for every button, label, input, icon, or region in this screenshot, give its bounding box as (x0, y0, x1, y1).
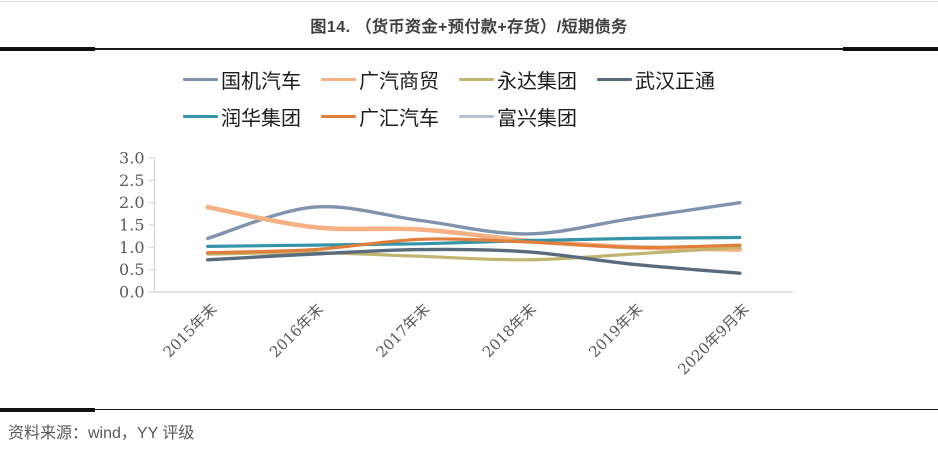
series-line-3 (206, 245, 742, 262)
footer-rule-thick-left (0, 407, 95, 412)
y-tick-label: 2.0 (119, 193, 144, 212)
legend-swatch (459, 77, 494, 82)
chart-legend: 国机汽车 广汽商贸 永达集团 武汉正通润华集团 广汇汽车 富兴集团 (183, 66, 767, 130)
x-axis-label: 2015年末 (160, 300, 221, 361)
top-border-line (0, 1, 938, 2)
footer-rule (0, 409, 938, 411)
legend-item: 广汽商贸 (321, 66, 439, 93)
figure-title: 图14. （货币资金+预付款+存货）/短期债务 (310, 19, 628, 36)
legend-label: 润华集团 (221, 106, 301, 130)
source-note: 资料来源：wind，YY 评级 (8, 425, 195, 442)
series-line-5 (206, 235, 742, 248)
legend-item: 国机汽车 (183, 66, 301, 93)
x-axis-label: 2016年末 (266, 300, 327, 361)
legend-item: 富兴集团 (459, 103, 577, 130)
legend-label: 富兴集团 (497, 106, 577, 130)
legend-swatch (597, 77, 632, 82)
x-axis-label: 2017年末 (372, 300, 433, 361)
legend-item: 广汇汽车 (321, 103, 439, 130)
x-axis-label: 2019年末 (585, 300, 646, 361)
line-chart: 0.0 0.5 1.0 1.5 2.0 2.5 3.0 2015年末 2016年末 2017年末 2… (119, 149, 793, 378)
y-tick-label: 3.0 (119, 149, 144, 168)
title-rule (0, 48, 938, 50)
x-axis-label: 2020年9月末 (674, 300, 752, 378)
legend-swatch (183, 114, 218, 119)
legend-item: 武汉正通 (597, 66, 715, 93)
y-tick-label: 0.0 (119, 283, 144, 302)
series-line-1 (206, 201, 742, 241)
y-tick-label: 0.5 (119, 260, 144, 279)
legend-swatch (183, 77, 218, 82)
y-tick-label: 1.0 (119, 238, 144, 257)
y-tick-label: 2.5 (119, 171, 144, 190)
series-line-6 (206, 237, 742, 255)
legend-label: 广汽商贸 (359, 69, 439, 93)
title-rule-thick-right (843, 47, 938, 51)
legend-item: 永达集团 (459, 66, 577, 93)
legend-label: 广汇汽车 (359, 106, 439, 130)
legend-swatch (321, 114, 356, 119)
x-axis-label: 2018年末 (479, 300, 540, 361)
legend-label: 武汉正通 (635, 69, 715, 93)
legend-item: 润华集团 (183, 103, 301, 130)
legend-label: 国机汽车 (221, 69, 301, 93)
legend-label: 永达集团 (497, 69, 577, 93)
legend-swatch (459, 114, 494, 119)
y-tick-label: 1.5 (119, 216, 144, 235)
title-rule-thick-left (0, 47, 95, 51)
series-line-4 (206, 247, 742, 275)
legend-swatch (321, 77, 356, 82)
